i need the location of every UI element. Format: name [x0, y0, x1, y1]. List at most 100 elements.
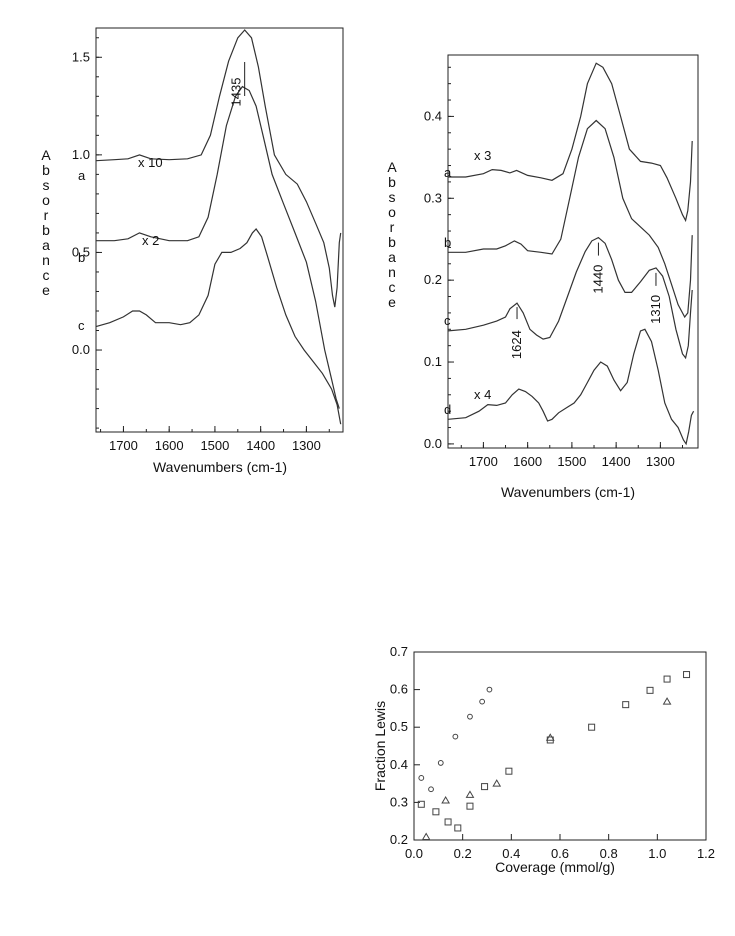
scatter-point-square — [481, 783, 489, 791]
right-series-group: a x 3 b c d x 4 — [444, 62, 695, 446]
y-tick-label: 0.3 — [390, 794, 408, 809]
x-tick-label: 1600 — [155, 438, 184, 453]
y-tick-label: 0.5 — [390, 719, 408, 734]
scatter-point-square — [417, 800, 425, 808]
scatter-point-square — [622, 701, 630, 709]
y-axis-label-letter: o — [388, 204, 396, 220]
curve-label-a: a — [444, 165, 452, 180]
y-axis-label-letter: n — [388, 264, 396, 280]
left-plot-frame — [95, 27, 344, 433]
spectrum-curve-b — [96, 85, 340, 409]
multiplier-label-b: x 2 — [142, 233, 159, 248]
right-x-axis-label: Wavenumbers (cm-1) — [501, 484, 635, 500]
left-x-axis-label: Wavenumbers (cm-1) — [153, 459, 287, 475]
scatter-point-square — [646, 686, 654, 694]
y-tick-label: 0.1 — [424, 354, 442, 369]
x-tick-label: 1300 — [646, 454, 675, 469]
x-tick-label: 0.4 — [502, 846, 520, 861]
right-x-axis: 1700 1600 1500 1400 1300 — [460, 442, 684, 469]
y-axis-label-letter: e — [388, 294, 396, 310]
scatter-point-triangle — [662, 697, 672, 705]
x-tick-label: 0.8 — [600, 846, 618, 861]
right-plot-frame — [447, 54, 699, 449]
y-tick-label: 0.2 — [424, 272, 442, 287]
curve-label-d: d — [444, 402, 451, 417]
scatter-point-circle — [428, 786, 434, 793]
y-tick-label: 1.5 — [72, 49, 90, 64]
left-series-group: a x 10 b x 2 c — [78, 29, 342, 425]
scatter-point-circle — [452, 733, 459, 740]
scatter-point-square — [466, 802, 474, 810]
y-tick-label: 0.0 — [424, 436, 442, 451]
scatter-point-square — [432, 808, 440, 816]
x-tick-label: 1700 — [109, 438, 138, 453]
y-tick-label: 0.4 — [424, 108, 442, 123]
scatter-point-triangle — [492, 779, 502, 787]
y-axis-label-letter: e — [42, 282, 50, 298]
y-axis-label-letter: c — [43, 267, 50, 283]
x-tick-label: 0.0 — [405, 846, 423, 861]
curve-label-c: c — [444, 313, 451, 328]
scatter-point-circle — [437, 760, 444, 766]
peak-label-1440: 1440 — [590, 265, 605, 294]
curve-label-a: a — [78, 168, 86, 183]
y-axis-label-letter: o — [42, 192, 50, 208]
curve-label-c: c — [78, 318, 85, 333]
peak-label-1310: 1310 — [648, 295, 663, 324]
y-tick-label: 0.5 — [72, 244, 90, 259]
scatter-point-square — [683, 671, 691, 679]
scatter-point-triangle — [465, 790, 475, 798]
y-tick-label: 0.3 — [424, 190, 442, 205]
left-annotations: 1435 — [229, 62, 246, 106]
y-axis-label-letter: A — [41, 147, 51, 163]
spectrum-right-panel: 1700 1600 1500 1400 1300 0.0 0.1 0.2 0.3 0.4 a x … — [387, 54, 699, 500]
scatter-point-square — [454, 824, 462, 832]
y-axis-label-letter: c — [389, 279, 396, 295]
right-y-axis: 0.0 0.1 0.2 0.3 0.4 — [424, 66, 454, 451]
spectrum-curve-a — [448, 62, 693, 223]
left-x-axis: 1700 1600 1500 1400 1300 — [100, 426, 330, 453]
scatter-point-square — [444, 818, 452, 826]
multiplier-label-a: x 3 — [474, 148, 491, 163]
y-axis-label-letter: s — [389, 189, 396, 205]
x-tick-label: 1600 — [513, 454, 542, 469]
x-tick-label: 1400 — [246, 438, 275, 453]
scatter-x-axis-label: Coverage (mmol/g) — [495, 859, 615, 875]
x-tick-label: 1.2 — [697, 846, 715, 861]
scatter-point-square — [505, 767, 513, 775]
spectrum-curve-c — [95, 228, 342, 425]
x-tick-label: 1500 — [557, 454, 586, 469]
multiplier-label-a: x 10 — [138, 155, 163, 170]
scatter-point-circle — [467, 713, 473, 720]
curve-label-b: b — [78, 250, 85, 265]
y-axis-label-letter: a — [42, 237, 50, 253]
y-axis-label-letter: r — [390, 219, 395, 235]
scatter-point-circle — [418, 775, 425, 781]
y-axis-label-letter: A — [387, 159, 397, 175]
x-tick-label: 0.2 — [454, 846, 472, 861]
x-tick-label: 1300 — [292, 438, 321, 453]
scatter-point-square — [663, 675, 671, 683]
x-tick-label: 1500 — [200, 438, 229, 453]
y-tick-label: 0.4 — [390, 757, 408, 772]
y-tick-label: 0.6 — [390, 682, 408, 697]
scatter-points-group — [417, 671, 691, 840]
spectrum-curve-d — [447, 328, 695, 446]
scatter-point-circle — [486, 686, 493, 693]
scatter-x-axis: 0.0 0.2 0.4 0.6 0.8 1.0 1.2 — [405, 834, 715, 861]
scatter-point-triangle — [421, 832, 431, 840]
x-tick-label: 1.0 — [648, 846, 666, 861]
y-tick-label: 0.2 — [390, 832, 408, 847]
right-annotations: 1624 1440 1310 — [509, 242, 663, 359]
scatter-point-square — [588, 723, 596, 731]
scatter-y-axis: 0.2 0.3 0.4 0.5 0.6 0.7 — [390, 644, 420, 847]
y-axis-label-letter: r — [44, 207, 49, 223]
y-axis-label-letter: b — [42, 222, 50, 238]
y-axis-label-letter: n — [42, 252, 50, 268]
left-y-axis: 0.0 0.5 1.0 1.5 — [72, 37, 102, 429]
spectrum-curve-a — [95, 29, 342, 308]
scatter-point-circle — [479, 698, 486, 705]
y-tick-label: 0.0 — [72, 342, 90, 357]
